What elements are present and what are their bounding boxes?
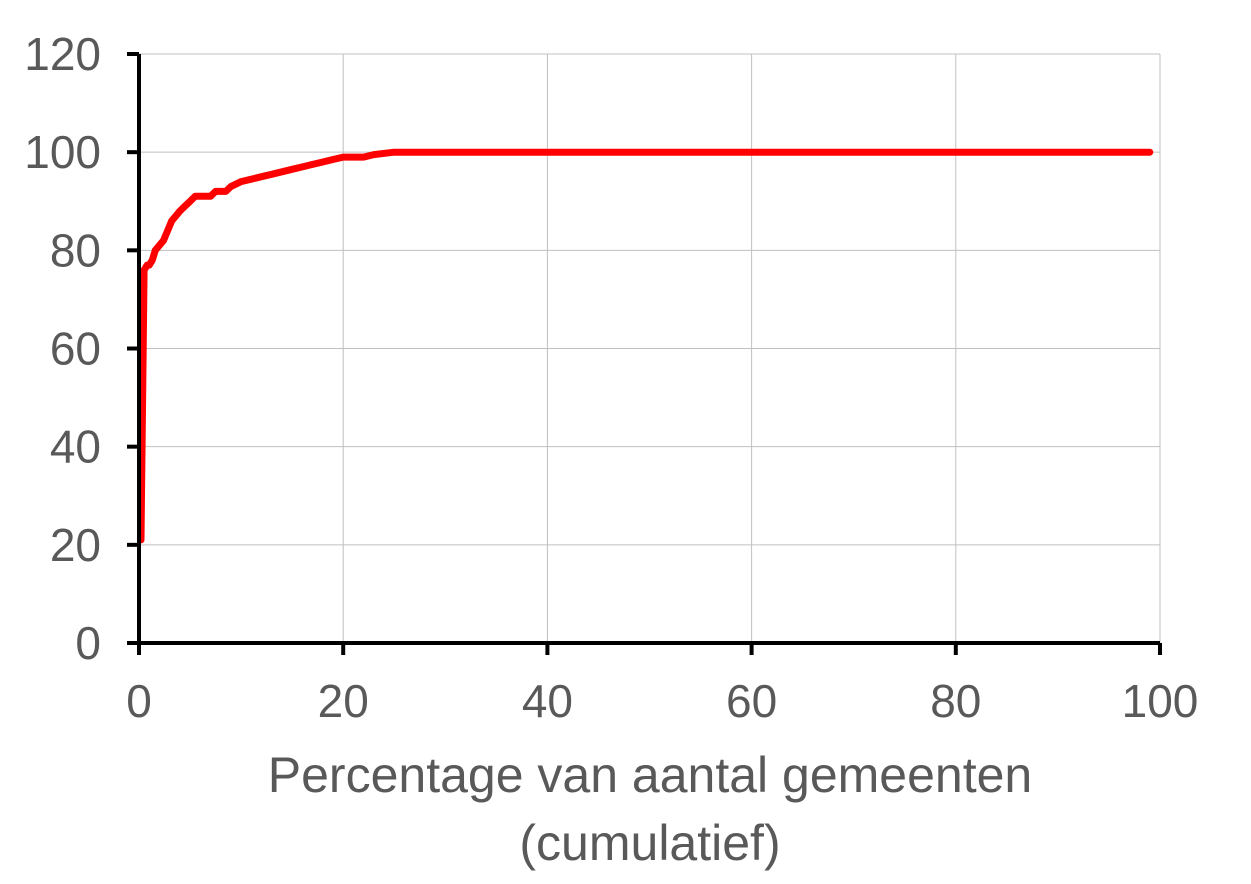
y-tick-label: 60 bbox=[50, 323, 101, 375]
y-tick-label: 80 bbox=[50, 224, 101, 276]
y-tick-label: 120 bbox=[24, 28, 101, 80]
x-axis-ticks: 0 20 40 60 80 100 bbox=[126, 643, 1198, 727]
x-axis-title-line2: (cumulatief) bbox=[519, 815, 780, 871]
y-tick-label: 20 bbox=[50, 519, 101, 571]
x-axis-title: Percentage van aantal gemeenten bbox=[268, 747, 1032, 803]
y-tick-label: 100 bbox=[24, 126, 101, 178]
y-tick-label: 0 bbox=[75, 617, 101, 669]
x-tick-label: 80 bbox=[930, 675, 981, 727]
x-tick-label: 20 bbox=[318, 675, 369, 727]
x-tick-label: 100 bbox=[1122, 675, 1199, 727]
y-axis-ticks: 0 20 40 60 80 100 120 bbox=[24, 28, 139, 669]
x-tick-label: 0 bbox=[126, 675, 152, 727]
x-tick-label: 60 bbox=[726, 675, 777, 727]
y-tick-label: 40 bbox=[50, 421, 101, 473]
grid bbox=[139, 53, 1161, 643]
x-tick-label: 40 bbox=[522, 675, 573, 727]
series-line bbox=[137, 148, 1154, 544]
